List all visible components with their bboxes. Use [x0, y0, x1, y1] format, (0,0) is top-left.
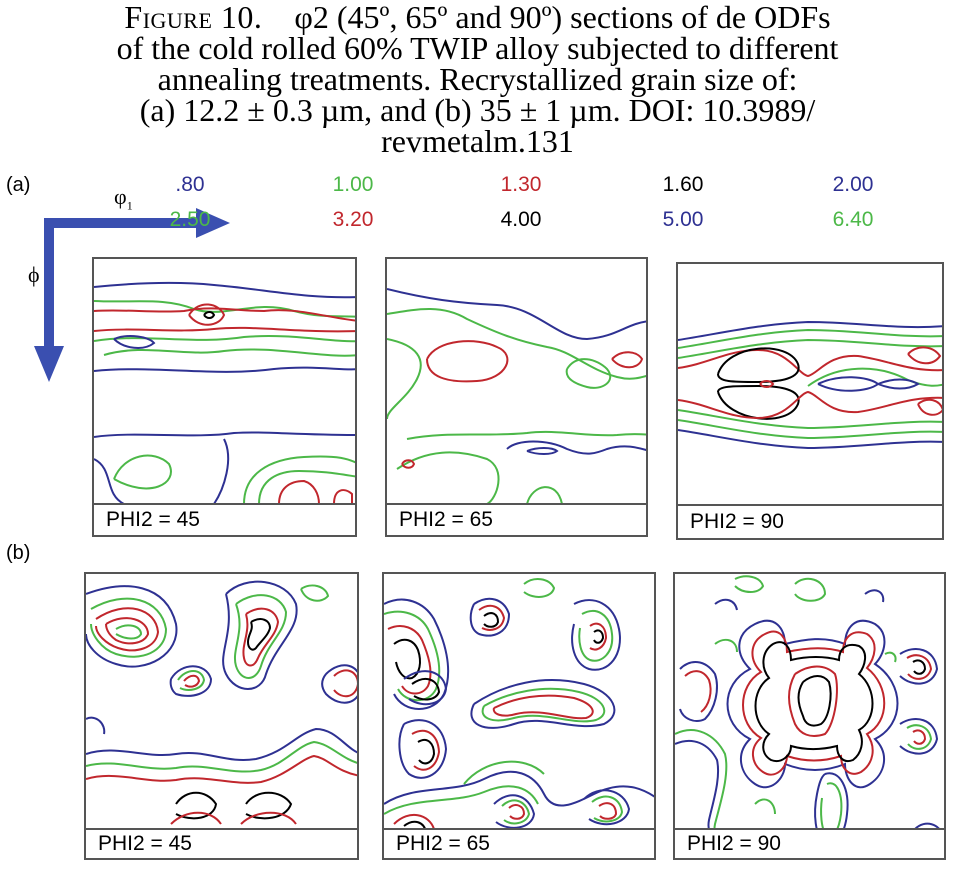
caption-line-5: revmetalm.131: [381, 123, 574, 159]
caption-line-2: of the cold rolled 60% TWIP alloy subjec…: [116, 30, 839, 66]
legend-value-row2-0: 2.50: [169, 208, 211, 231]
caption-line-1: φ2 (45º, 65º and 90º) sections of de ODF…: [294, 0, 831, 35]
phi1-arrow-head: [196, 208, 230, 238]
phi1-axis-label: φ1: [114, 184, 133, 213]
contour-map-a-65: [387, 288, 646, 505]
contour-map-a-45: [94, 281, 355, 505]
legend-value-row1-1: 1.00: [332, 173, 374, 196]
plot-b-phi2-65: PHI2 = 65: [382, 572, 656, 860]
contour-map-b-45: [86, 580, 357, 825]
plot-label-a-65: PHI2 = 65: [387, 503, 646, 535]
contour-map-b-90: [675, 575, 944, 850]
plot-a-phi2-65: PHI2 = 65: [385, 257, 648, 537]
panel-a-label: (a): [6, 174, 31, 196]
legend-value-row2-2: 4.00: [500, 208, 542, 231]
phi1-arrow-shaft: [44, 218, 214, 228]
legend-value-row2-3: 5.00: [662, 208, 704, 231]
legend-value-row2-1: 3.20: [332, 208, 374, 231]
contour-map-b-65: [384, 578, 654, 834]
contour-map-a-90: [678, 320, 942, 450]
phi-arrow-head: [34, 346, 64, 382]
legend-value-row1-0: .80: [175, 173, 205, 196]
plot-label-b-45: PHI2 = 45: [86, 828, 357, 858]
legend-value-row1-3: 1.60: [662, 173, 704, 196]
plot-label-b-65: PHI2 = 65: [384, 828, 654, 858]
plot-a-phi2-45: PHI2 = 45: [92, 257, 357, 537]
panel-b-label: (b): [6, 542, 31, 564]
plot-b-phi2-45: PHI2 = 45: [84, 572, 359, 860]
legend-value-row1-2: 1.30: [500, 173, 542, 196]
legend-value-row2-4: 6.40: [832, 208, 874, 231]
caption-line-4: (a) 12.2 ± 0.3 µm, and (b) 35 ± 1 µm. DO…: [139, 92, 816, 128]
plot-label-a-45: PHI2 = 45: [94, 503, 355, 535]
legend-value-row1-4: 2.00: [832, 173, 874, 196]
phi-arrow-shaft: [44, 218, 54, 353]
plot-b-phi2-90: PHI2 = 90: [673, 572, 946, 860]
plot-a-phi2-90: PHI2 = 90: [676, 262, 944, 540]
plot-label-a-90: PHI2 = 90: [678, 504, 942, 538]
figure-label: Figure 10.: [124, 0, 263, 35]
figure-caption: Figure 10. φ2 (45º, 65º and 90º) section…: [0, 0, 955, 159]
phi-axis-label: ϕ: [28, 262, 40, 287]
caption-line-3: annealing treatments. Recrystallized gra…: [157, 61, 798, 97]
plot-label-b-90: PHI2 = 90: [675, 828, 944, 858]
